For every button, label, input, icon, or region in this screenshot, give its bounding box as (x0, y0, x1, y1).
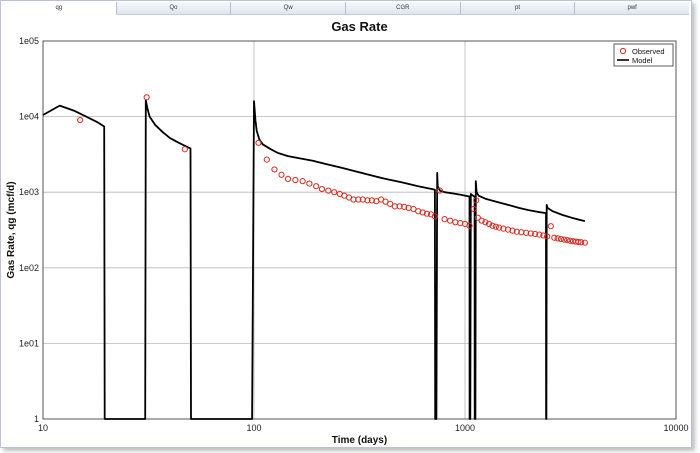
observed-point (419, 209, 426, 216)
observed-point (482, 219, 489, 226)
observed-point (423, 210, 431, 217)
observed-point (527, 230, 534, 237)
observed-point (306, 180, 313, 187)
observed-point (547, 223, 554, 230)
observed-point (263, 156, 270, 163)
y-tick-label: 1e03 (19, 187, 39, 197)
observed-point (564, 237, 571, 244)
observed-point (577, 239, 585, 246)
observed-point (271, 166, 278, 173)
observed-point (536, 231, 543, 238)
observed-point (551, 234, 558, 241)
y-tick-label: 1e04 (19, 112, 39, 122)
observed-point (473, 197, 480, 204)
observed-point (355, 196, 362, 203)
tab-pt[interactable]: pt (460, 2, 576, 14)
observed-point (466, 222, 473, 229)
chart-title: Gas Rate (331, 19, 387, 34)
tab-cgr[interactable]: CGR (346, 2, 461, 14)
observed-point (431, 213, 438, 220)
observed-point (509, 227, 516, 234)
observed-point (284, 175, 292, 182)
tab-qg[interactable]: qg (2, 2, 117, 15)
observed-point (504, 226, 512, 233)
observed-point (581, 239, 588, 246)
legend-observed-label: Observed (632, 47, 665, 56)
observed-point (143, 94, 150, 101)
y-tick-label: 1e02 (19, 263, 39, 273)
observed-point (489, 222, 496, 229)
observed-point (325, 187, 332, 194)
observed-point (292, 176, 299, 184)
observed-point (364, 197, 371, 204)
x-tick-label: 10 (38, 423, 48, 433)
observed-point (77, 116, 84, 124)
observed-point (401, 203, 408, 210)
observed-point (470, 205, 477, 213)
observed-point (567, 237, 574, 244)
y-axis-label: Gas Rate, qg (mcf/d) (6, 181, 17, 278)
legend-observed-marker (619, 47, 627, 55)
x-tick-label: 1000 (455, 423, 475, 433)
observed-point (331, 189, 338, 196)
observed-point (492, 223, 499, 230)
observed-point (181, 146, 188, 153)
observed-point (318, 185, 326, 193)
observed-point (313, 183, 320, 190)
observed-point (396, 203, 403, 210)
y-tick-label: 1 (34, 414, 39, 424)
observed-point (557, 235, 565, 243)
plot-area (43, 41, 676, 419)
observed-point (532, 230, 539, 238)
observed-point (513, 228, 520, 235)
observed-point (554, 235, 561, 242)
observed-point (540, 232, 547, 239)
x-tick-label: 100 (246, 423, 261, 433)
tab-qw[interactable]: Qw (231, 2, 347, 14)
y-tick-label: 1e05 (19, 36, 39, 46)
observed-point (387, 200, 394, 208)
observed-point (523, 229, 530, 236)
observed-point (278, 171, 285, 178)
tab-bar: qg Qo Qw CGR pt pwf (2, 2, 690, 15)
observed-point (544, 233, 551, 240)
y-tick-label: 1e01 (19, 338, 39, 348)
observed-point (255, 139, 262, 146)
observed-point (441, 216, 448, 223)
observed-point (299, 178, 306, 185)
observed-point (478, 217, 485, 224)
observed-point (485, 220, 493, 228)
plot-border (42, 40, 677, 420)
model-line (42, 99, 586, 420)
observed-point (575, 238, 582, 246)
observed-point (474, 214, 481, 221)
x-tick-label: 10000 (663, 423, 688, 433)
observed-point (368, 197, 375, 204)
x-axis-label: Time (days) (332, 435, 387, 446)
observed-point (436, 187, 443, 194)
observed-point (561, 236, 568, 243)
tab-qo[interactable]: Qo (116, 2, 232, 14)
legend-model-label: Model (632, 56, 653, 65)
tab-pwf[interactable]: pwf (575, 2, 690, 14)
observed-point (495, 224, 503, 231)
